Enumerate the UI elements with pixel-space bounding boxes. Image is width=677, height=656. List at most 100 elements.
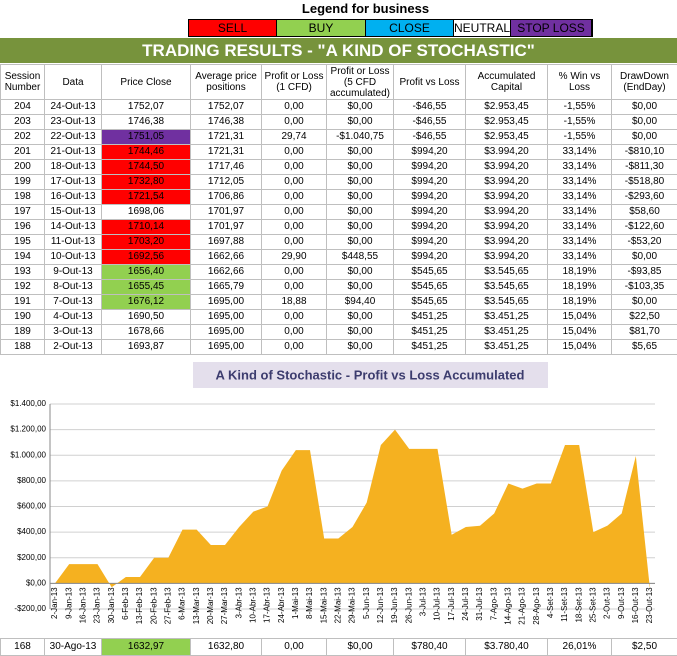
- cell: -1,55%: [547, 114, 612, 130]
- cell: $0,00: [326, 174, 394, 190]
- x-tick-label: 15-Mai-13: [319, 587, 328, 624]
- cell: 1706,86: [190, 189, 262, 205]
- cell: $0,00: [326, 324, 394, 340]
- cell: $994,20: [393, 204, 466, 220]
- x-tick-label: 31-Jul-13: [475, 587, 484, 621]
- y-tick-label: $1.200,00: [10, 425, 46, 434]
- cell: 1632,80: [190, 638, 262, 656]
- cell: 0,00: [261, 144, 327, 160]
- cell: 1701,97: [190, 204, 262, 220]
- cell: 1751,05: [101, 129, 191, 145]
- table-row: 188 2-Out-13 1693,87 1695,00 0,00 $0,00 $451,2…: [0, 339, 677, 355]
- cell: -$122,60: [611, 219, 677, 235]
- cell: 1697,88: [190, 234, 262, 250]
- cell: 0,00: [261, 114, 327, 130]
- x-tick-label: 29-Mai-13: [348, 587, 357, 624]
- cell: 22-Out-13: [44, 129, 102, 145]
- header-row: Session Number Data Price Close Average pri…: [0, 64, 677, 100]
- header-cell: Accumulated Capital: [465, 64, 548, 100]
- cell: $3.994,20: [465, 234, 548, 250]
- cell: 204: [0, 99, 45, 115]
- cell: 0,00: [261, 99, 327, 115]
- cell: -$53,20: [611, 234, 677, 250]
- y-tick-label: $1.000,00: [10, 450, 46, 459]
- y-tick-label: $1.400,00: [10, 399, 46, 408]
- cell: $0,00: [326, 339, 394, 355]
- header-cell: Profit or Loss (5 CFD accumulated): [326, 64, 394, 100]
- cell: 189: [0, 324, 45, 340]
- cell: $0,00: [326, 234, 394, 250]
- cell: 190: [0, 309, 45, 325]
- cell: $994,20: [393, 234, 466, 250]
- cell: -$46,55: [393, 114, 466, 130]
- cell: 1676,12: [101, 294, 191, 310]
- cell: 14-Out-13: [44, 219, 102, 235]
- cell: 202: [0, 129, 45, 145]
- cell: 1717,46: [190, 159, 262, 175]
- cell: 1632,97: [101, 638, 191, 656]
- footer-row: 168 30-Ago-13 1632,97 1632,80 0,00 $0,00 $780,…: [0, 638, 677, 656]
- cell: 29,74: [261, 129, 327, 145]
- cell: 18,19%: [547, 264, 612, 280]
- cell: 0,00: [261, 309, 327, 325]
- legend-item: CLOSE: [366, 20, 454, 36]
- cell: 0,00: [261, 219, 327, 235]
- cell: 33,14%: [547, 234, 612, 250]
- cell: $3.994,20: [465, 249, 548, 265]
- table-title: TRADING RESULTS - "A KIND OF STOCHASTIC": [0, 38, 677, 63]
- cell: 15,04%: [547, 339, 612, 355]
- x-tick-label: 3-Abr-13: [234, 587, 243, 619]
- cell: -$811,30: [611, 159, 677, 175]
- x-tick-label: 13-Mar-13: [192, 587, 201, 624]
- cell: $451,25: [393, 324, 466, 340]
- table-row: 197 15-Out-13 1698,06 1701,97 0,00 $0,00 $994,…: [0, 204, 677, 220]
- cell: $3.451,25: [465, 324, 548, 340]
- table-row: 198 16-Out-13 1721,54 1706,86 0,00 $0,00 $994,…: [0, 189, 677, 205]
- cell: 1721,31: [190, 129, 262, 145]
- table-row: 199 17-Out-13 1732,80 1712,05 0,00 $0,00 $994,…: [0, 174, 677, 190]
- cell: 1744,46: [101, 144, 191, 160]
- cell: 33,14%: [547, 174, 612, 190]
- x-tick-label: 26-Jun-13: [404, 587, 413, 624]
- cell: $0,00: [611, 114, 677, 130]
- cell: 18,19%: [547, 279, 612, 295]
- area: [55, 429, 650, 590]
- x-tick-label: 12-Jun-13: [376, 587, 385, 624]
- legend-item: BUY: [277, 20, 366, 36]
- cell: $2,50: [611, 638, 677, 656]
- cell: $451,25: [393, 339, 466, 355]
- cell: $545,65: [393, 264, 466, 280]
- cell: 7-Out-13: [44, 294, 102, 310]
- cell: $994,20: [393, 144, 466, 160]
- legend-item: STOP LOSS: [511, 20, 593, 36]
- cell: -1,55%: [547, 129, 612, 145]
- cell: $451,25: [393, 309, 466, 325]
- cell: 17-Out-13: [44, 174, 102, 190]
- cell: 1744,50: [101, 159, 191, 175]
- cell: $0,00: [611, 249, 677, 265]
- cell: 1695,00: [190, 339, 262, 355]
- cell: 0,00: [261, 339, 327, 355]
- cell: $3.994,20: [465, 144, 548, 160]
- cell: 0,00: [261, 159, 327, 175]
- x-tick-label: 4-Set-13: [546, 587, 555, 618]
- header-cell: % Win vs Loss: [547, 64, 612, 100]
- cell: -$93,85: [611, 264, 677, 280]
- cell: $0,00: [326, 279, 394, 295]
- cell: $994,20: [393, 249, 466, 265]
- cell: $0,00: [326, 264, 394, 280]
- cell: 0,00: [261, 189, 327, 205]
- cell: 196: [0, 219, 45, 235]
- cell: 3-Out-13: [44, 324, 102, 340]
- cell: 1746,38: [101, 114, 191, 130]
- x-tick-label: 25-Set-13: [588, 587, 597, 623]
- x-tick-label: 9-Out-13: [617, 587, 626, 619]
- x-tick-label: 7-Ago-13: [489, 587, 498, 620]
- legend-item: NEUTRAL: [454, 20, 512, 36]
- cell: $22,50: [611, 309, 677, 325]
- x-tick-label: 9-Jan-13: [64, 587, 73, 619]
- cell: $0,00: [326, 219, 394, 235]
- cell: 15,04%: [547, 324, 612, 340]
- cell: 1692,56: [101, 249, 191, 265]
